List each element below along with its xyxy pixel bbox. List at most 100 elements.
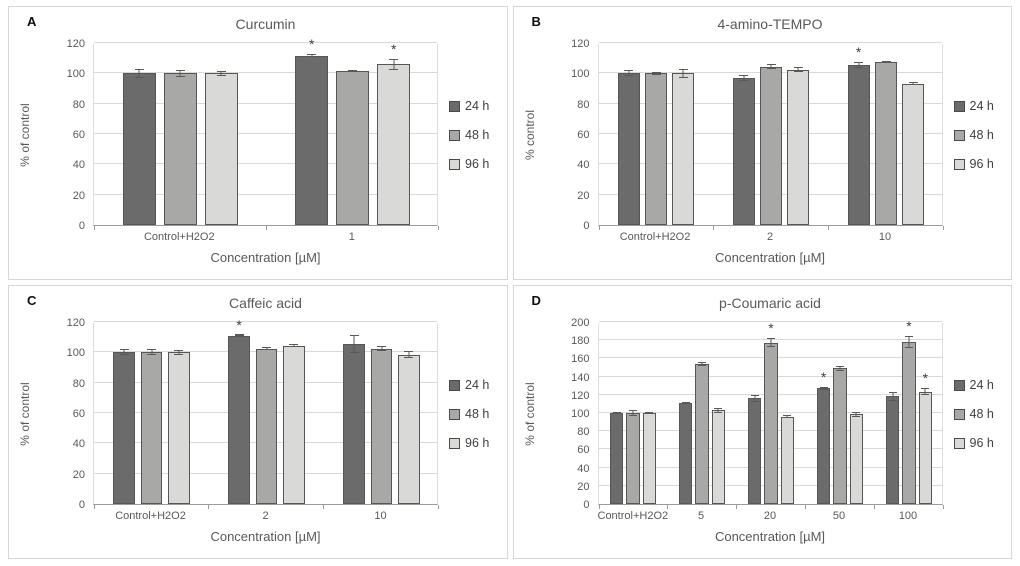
error-bar-48h-Control+H2O2 [175,69,185,78]
legend-label-96h: 96 h [969,436,994,450]
legend: 24 h 48 h 96 h [449,323,505,505]
bar-24h-20 [747,398,762,504]
error-bar-line [743,74,745,81]
error-bar-cap-bottom [348,70,358,72]
error-bar-cap-bottom [714,411,723,413]
y-tick-120: 120 [66,38,85,50]
error-bar-cap-top [793,67,803,69]
legend: 24 h 48 h 96 h [953,323,1010,505]
legend-swatch-96h [953,158,965,170]
x-axis-tick [94,505,95,509]
error-bar-cap-top [783,414,792,416]
y-tick-20: 20 [577,189,590,202]
error-bar-96h-50 [852,411,861,418]
bar-96h-2 [787,69,810,225]
error-bar-24h-2 [234,334,244,337]
legend-label-24h: 24 h [969,378,994,392]
bar-48h-1 [336,71,370,225]
legend-item-48h: 48 h [953,128,1010,142]
y-tick-60: 60 [577,444,590,457]
error-bar-cap-top [349,334,359,336]
error-bar-cap-bottom [147,354,156,356]
y-tick-100: 100 [571,408,590,420]
error-bar-cap-top [767,338,775,340]
x-category-label-50: 50 [832,510,846,522]
error-bar-cap-top [854,61,864,63]
y-tick-60: 60 [577,129,590,141]
panel-caffeic-acid: C Caffeic acid % of control 0 20 40 60 80 100… [8,285,508,559]
error-bar-cap-top [836,365,844,367]
bar-24h-Control+H2O2 [113,352,136,504]
x-category-label-10: 10 [374,510,387,522]
legend-swatch-24h [953,379,965,391]
error-bar-cap-top [119,349,129,351]
error-bar-cap-bottom [905,347,913,349]
error-bar-cap-bottom [678,76,688,78]
error-bar-24h-2 [739,74,749,81]
bar-24h-100 [885,396,900,504]
legend-swatch-24h [449,100,460,112]
panel-p-coumaric-acid: D p-Coumaric acid % of control 0 20 40 60 80… [512,285,1012,559]
error-bar-cap-bottom [389,68,399,70]
x-axis-category-labels: Control+H2O2 1 [93,231,438,243]
error-bar-cap-top [612,411,621,413]
x-axis-category-labels: Control+H2O2 2 10 [598,231,943,243]
y-tick-160: 160 [571,353,590,366]
x-category-label-100: 100 [898,510,918,522]
error-bar-line [220,71,222,76]
error-bar-cap-bottom [234,335,244,337]
legend-item-96h: 96 h [953,157,1010,171]
x-axis-tick [265,226,267,230]
error-bar-24h-50 [819,386,828,391]
error-bar-line [178,350,180,355]
x-category-label-Control+H2O2: Control+H2O2 [597,510,669,522]
error-bar-48h-20 [767,338,775,348]
y-tick-40: 40 [72,438,85,451]
bar-96h-10 [902,83,925,225]
error-bar-96h-10 [404,350,414,359]
y-tick-20: 20 [72,189,85,202]
error-bar-line [293,344,295,348]
error-bar-line [381,346,382,351]
gridline-80 [94,102,437,104]
error-bar-96h-Control+H2O2 [645,411,654,415]
error-bar-cap-top [645,411,654,413]
y-tick-40: 40 [72,159,85,172]
error-bar-cap-bottom [629,414,637,416]
error-bar-cap-top [888,391,897,393]
error-bar-cap-top [905,335,913,337]
bar-48h-20 [764,342,778,504]
bar-48h-2 [255,348,278,504]
bar-48h-Control+H2O2 [140,352,163,504]
x-axis-category-labels: Control+H2O2 5 20 50 100 [598,510,943,522]
y-tick-0: 0 [583,499,590,511]
error-bar-24h-20 [750,394,759,403]
error-bar-24h-Control+H2O2 [134,68,144,78]
error-bar-24h-Control+H2O2 [119,349,129,356]
error-bar-48h-10 [881,60,891,63]
error-bar-cap-top [921,388,930,389]
y-tick-60: 60 [72,129,85,141]
error-bar-48h-50 [836,365,844,372]
y-tick-0: 0 [78,220,85,232]
bar-48h-10 [875,61,897,225]
plot-area: * [93,318,439,509]
error-bar-48h-2 [262,347,271,351]
error-bar-96h-1 [389,58,399,70]
legend-item-24h: 24 h [449,99,505,113]
x-axis-title: Concentration [µM] [714,529,826,544]
error-bar-line [701,362,703,366]
legend-swatch-96h [953,437,965,449]
error-bar-cap-top [348,69,358,71]
error-bar-cap-top [750,394,759,396]
error-bar-96h-2 [289,344,299,348]
bar-24h-Control+H2O2 [617,73,640,225]
y-tick-100: 100 [66,347,85,360]
error-bar-48h-Control+H2O2 [147,349,156,356]
x-category-label-Control+H2O2: Control+H2O2 [619,231,691,243]
legend: 24 h 48 h 96 h [449,44,505,226]
error-bar-96h-20 [783,414,792,419]
error-bar-cap-bottom [767,346,775,348]
y-axis-ticks: 0 20 40 60 80 100 120 [514,38,590,232]
